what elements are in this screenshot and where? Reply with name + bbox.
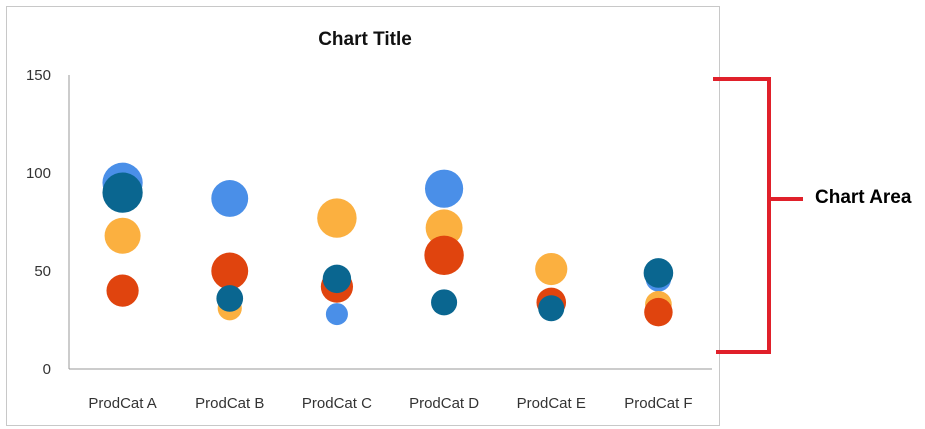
- bubble-point: [106, 274, 139, 307]
- y-tick-label: 100: [26, 165, 51, 182]
- y-tick-label: 50: [34, 263, 51, 280]
- bubble-point: [325, 303, 348, 326]
- chart-area-label: Chart Area: [815, 187, 912, 208]
- bubble-point: [535, 252, 568, 286]
- bubble-point: [643, 258, 674, 288]
- x-tick-label: ProdCat B: [195, 395, 264, 412]
- bubble-point: [216, 285, 244, 312]
- chart-title: Chart Title: [318, 29, 412, 50]
- bubble-point: [317, 198, 357, 238]
- bubble-point: [425, 209, 463, 247]
- x-tick-label: ProdCat C: [302, 395, 372, 412]
- bubble-point: [424, 235, 464, 276]
- y-tick-label: 0: [43, 361, 51, 378]
- x-tick-label: ProdCat F: [624, 395, 692, 412]
- x-tick-label: ProdCat E: [517, 395, 586, 412]
- x-tick-label: ProdCat D: [409, 395, 479, 412]
- bubble-point: [644, 297, 673, 327]
- bubble-point: [211, 180, 249, 217]
- bubble-point: [104, 217, 141, 254]
- chart-area: [6, 6, 720, 426]
- bubble-point: [424, 169, 464, 208]
- bubble-point: [211, 252, 249, 290]
- bubble-point: [538, 295, 565, 322]
- bracket-shape: [713, 77, 803, 354]
- bubble-point: [102, 172, 143, 213]
- y-tick-label: 150: [26, 67, 51, 84]
- x-tick-label: ProdCat A: [88, 395, 156, 412]
- bubble-point: [431, 289, 458, 316]
- bubble-point: [322, 264, 352, 294]
